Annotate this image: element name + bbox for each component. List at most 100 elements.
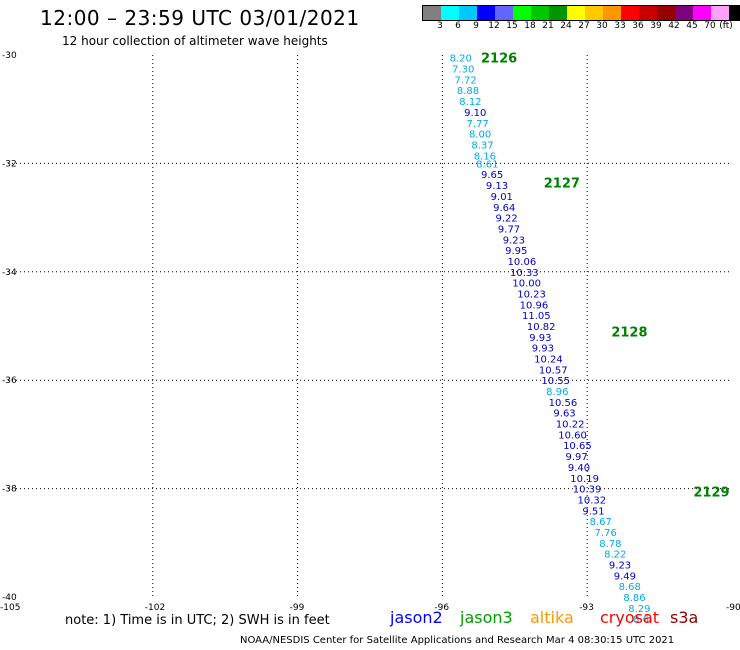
wave-height-point: 9.23 (609, 560, 631, 571)
wave-height-point: 7.72 (454, 75, 476, 86)
wave-height-point: 10.06 (508, 257, 537, 268)
satellite-legend-item: jason3 (460, 608, 513, 627)
wave-height-point: 8.12 (459, 97, 481, 108)
wave-height-point: 10.00 (512, 279, 541, 290)
legend-swatch (459, 6, 477, 20)
wave-height-point: 7.30 (452, 65, 474, 76)
wave-height-point: 9.93 (529, 333, 551, 344)
legend-label: 45 (686, 21, 698, 31)
color-legend-bar (422, 5, 740, 21)
wave-height-point: 8.37 (471, 140, 493, 151)
cycle-label: 2126 (481, 52, 517, 67)
legend-swatch (729, 6, 740, 20)
lon-label: -99 (290, 603, 305, 613)
wave-height-point: 8.16 (474, 151, 496, 162)
lat-label: -36 (2, 376, 17, 386)
satellite-legend-item: jason2 (390, 608, 443, 627)
legend-label: 21 (542, 21, 554, 31)
legend-label: 30 (596, 21, 608, 31)
wave-height-point: 9.77 (498, 224, 520, 235)
wave-height-point: 10.55 (541, 376, 570, 387)
legend-swatch (441, 6, 459, 20)
wave-height-point: 10.19 (570, 474, 599, 485)
legend-swatch (549, 6, 567, 20)
lat-label: -30 (2, 51, 17, 61)
legend-label: 36 (632, 21, 644, 31)
legend-swatch (657, 6, 675, 20)
legend-label: 42 (668, 21, 680, 31)
satellite-legend-item: altika (530, 608, 574, 627)
wave-height-point: 8.96 (546, 387, 568, 398)
wave-height-point: 8.22 (604, 550, 626, 561)
wave-height-point: 9.22 (495, 214, 517, 225)
wave-height-point: 8.68 (619, 582, 641, 593)
wave-height-point: 11.05 (522, 311, 551, 322)
cycle-label: 2129 (693, 485, 729, 500)
legend-label: 3 (437, 21, 443, 31)
legend-label: 18 (524, 21, 536, 31)
wave-height-point: 10.57 (539, 365, 568, 376)
wave-height-point: 10.60 (558, 430, 587, 441)
lon-label: -90 (726, 603, 740, 613)
wave-height-point: 10.22 (556, 420, 585, 431)
legend-swatch (495, 6, 513, 20)
wave-height-point: 9.40 (568, 463, 590, 474)
legend-swatch (603, 6, 621, 20)
lat-label: -32 (2, 159, 17, 169)
credit-text: NOAA/NESDIS Center for Satellite Applica… (240, 635, 675, 646)
lat-label: -38 (2, 485, 17, 495)
wave-height-point: 10.82 (527, 322, 556, 333)
wave-height-point: 10.33 (510, 268, 539, 279)
wave-height-point: 10.32 (578, 495, 607, 506)
satellite-legend-item: cryosat (600, 608, 660, 627)
lat-label: -40 (2, 593, 17, 603)
legend-label: 39 (650, 21, 662, 31)
cycle-label: 2127 (544, 176, 580, 191)
legend-label: (ft) (719, 21, 733, 31)
wave-height-point: 9.63 (553, 409, 575, 420)
wave-height-point: 9.23 (503, 235, 525, 246)
wave-height-point: 9.51 (582, 506, 604, 517)
wave-height-point: 8.61 (476, 159, 498, 170)
legend-label: 24 (560, 21, 572, 31)
legend-label: 15 (506, 21, 518, 31)
lon-label: -96 (434, 603, 449, 613)
wave-height-point: 10.39 (573, 485, 602, 496)
wave-height-point: 10.65 (563, 441, 592, 452)
lon-label: -105 (0, 603, 20, 613)
wave-height-point: 9.97 (565, 452, 587, 463)
legend-swatch (567, 6, 585, 20)
wave-height-point: 10.24 (534, 355, 563, 366)
legend-swatch (513, 6, 531, 20)
cycle-label: 2128 (611, 325, 647, 340)
legend-swatch (477, 6, 495, 20)
lon-label: -102 (145, 603, 165, 613)
legend-label: 6 (455, 21, 461, 31)
wave-height-point: 9.64 (493, 203, 515, 214)
legend-label: 33 (614, 21, 626, 31)
wave-height-point: 9.95 (505, 246, 527, 257)
wave-height-point: 9.13 (486, 181, 508, 192)
wave-height-point: 7.76 (594, 528, 616, 539)
legend-swatch (693, 6, 711, 20)
wave-height-point: 9.10 (464, 108, 486, 119)
page-subtitle: 12 hour collection of altimeter wave hei… (62, 34, 328, 48)
wave-height-point: 10.96 (520, 300, 549, 311)
wave-height-point: 10.23 (517, 289, 546, 300)
wave-height-point: 10.56 (549, 398, 578, 409)
legend-label: 27 (578, 21, 590, 31)
wave-height-point: 8.67 (590, 517, 612, 528)
wave-height-point: 9.49 (614, 571, 636, 582)
wave-height-point: 9.01 (491, 192, 513, 203)
legend-label: 12 (488, 21, 500, 31)
legend-swatch (621, 6, 639, 20)
lon-label: -93 (579, 603, 594, 613)
legend-swatch (639, 6, 657, 20)
legend-swatch (585, 6, 603, 20)
satellite-legend-item: s3a (670, 608, 699, 627)
legend-label: 70 (704, 21, 716, 31)
wave-height-point: 8.6 (633, 615, 649, 626)
wave-height-point: 8.78 (599, 539, 621, 550)
lat-label: -34 (2, 268, 17, 278)
